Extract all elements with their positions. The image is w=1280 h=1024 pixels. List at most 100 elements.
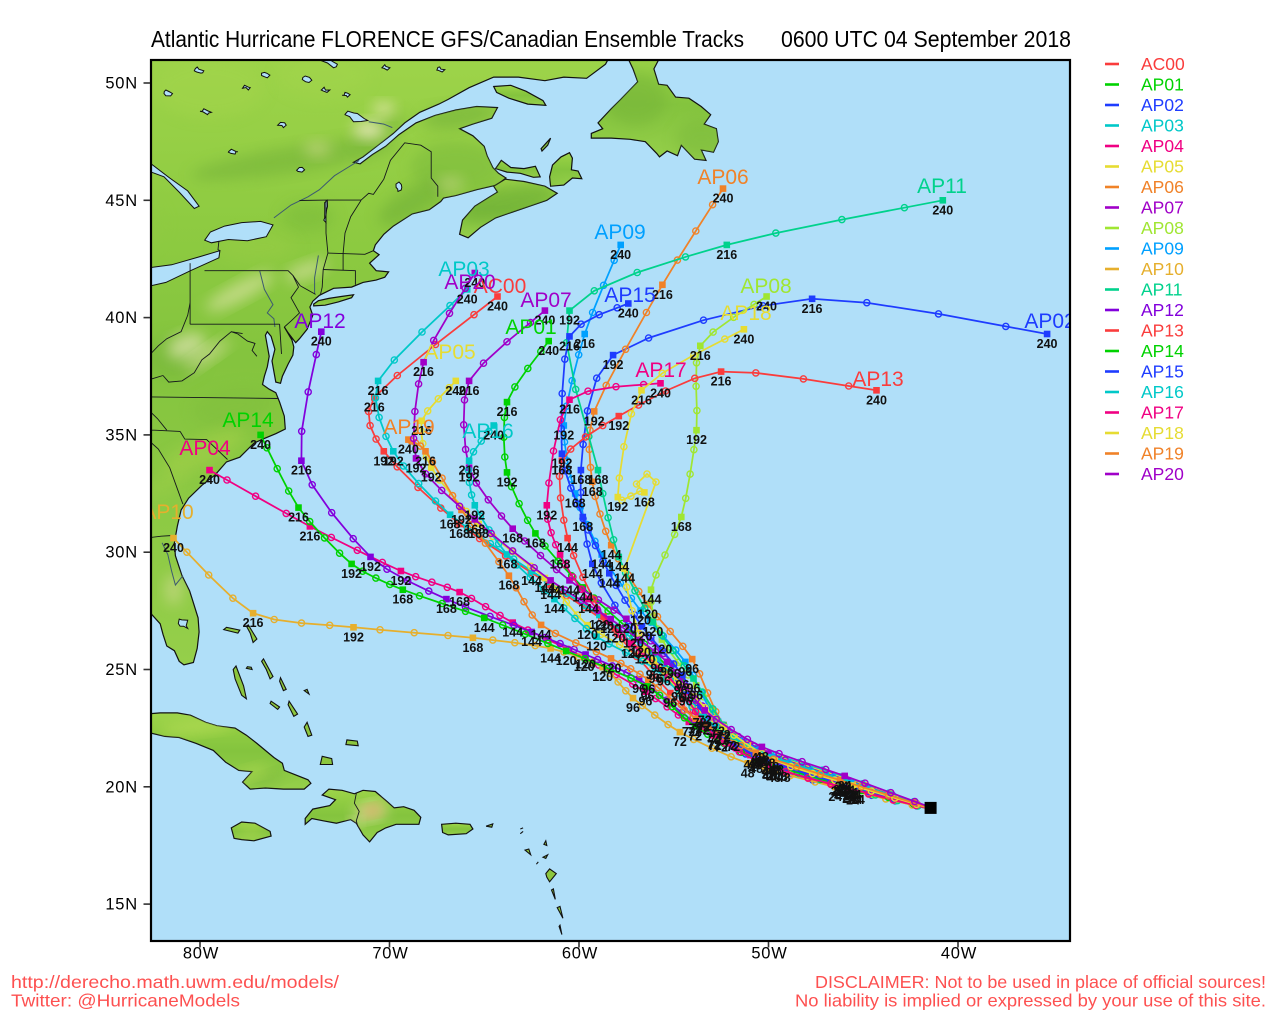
svg-text:120: 120 <box>592 670 613 684</box>
svg-text:24: 24 <box>846 794 860 808</box>
svg-text:AP16: AP16 <box>1141 382 1184 402</box>
svg-text:120: 120 <box>605 631 626 645</box>
svg-text:AP14: AP14 <box>222 409 274 432</box>
svg-text:72: 72 <box>726 740 740 754</box>
svg-text:72: 72 <box>688 729 702 743</box>
svg-text:120: 120 <box>630 614 651 628</box>
svg-text:AP02: AP02 <box>1141 95 1184 115</box>
svg-text:48: 48 <box>774 770 788 784</box>
svg-text:AP15: AP15 <box>1141 362 1184 382</box>
svg-text:48: 48 <box>749 762 763 776</box>
svg-text:72: 72 <box>673 735 687 749</box>
svg-text:AP08: AP08 <box>740 275 791 298</box>
svg-text:72: 72 <box>696 720 710 734</box>
svg-text:192: 192 <box>536 508 557 522</box>
svg-text:48: 48 <box>749 756 763 770</box>
svg-text:216: 216 <box>299 529 320 543</box>
svg-text:240: 240 <box>932 203 953 217</box>
svg-text:AP07: AP07 <box>1141 198 1184 218</box>
svg-text:144: 144 <box>582 567 603 581</box>
svg-text:50W: 50W <box>751 945 787 963</box>
svg-text:48: 48 <box>744 758 758 772</box>
svg-text:192: 192 <box>551 457 572 471</box>
svg-text:72: 72 <box>693 716 707 730</box>
svg-text:144: 144 <box>540 583 561 597</box>
svg-text:AP01: AP01 <box>505 316 556 339</box>
svg-text:120: 120 <box>623 637 644 651</box>
svg-text:96: 96 <box>660 665 674 679</box>
svg-text:72: 72 <box>689 722 703 736</box>
svg-text:144: 144 <box>608 560 629 574</box>
svg-text:AP06: AP06 <box>1141 177 1184 197</box>
svg-text:168: 168 <box>525 536 546 550</box>
svg-text:216: 216 <box>711 375 732 389</box>
svg-text:120: 120 <box>593 620 614 634</box>
svg-text:72: 72 <box>705 720 719 734</box>
svg-text:AC00: AC00 <box>474 275 527 298</box>
svg-text:120: 120 <box>600 622 621 636</box>
svg-text:AP11: AP11 <box>917 175 967 198</box>
svg-text:72: 72 <box>709 734 723 748</box>
svg-text:24: 24 <box>838 779 852 793</box>
svg-text:192: 192 <box>421 471 442 485</box>
svg-text:AP16: AP16 <box>462 420 513 443</box>
svg-text:AP14: AP14 <box>1141 341 1184 361</box>
svg-text:168: 168 <box>588 473 609 487</box>
svg-text:AP03: AP03 <box>438 258 489 281</box>
svg-text:192: 192 <box>343 630 364 644</box>
svg-text:168: 168 <box>462 641 483 655</box>
svg-text:240: 240 <box>199 473 220 487</box>
svg-text:216: 216 <box>243 616 264 630</box>
svg-text:144: 144 <box>591 558 612 572</box>
svg-text:168: 168 <box>551 464 572 478</box>
svg-text:240: 240 <box>650 386 671 400</box>
svg-text:40W: 40W <box>941 945 977 963</box>
svg-text:240: 240 <box>618 307 639 321</box>
svg-text:AP12: AP12 <box>294 310 345 333</box>
svg-text:72: 72 <box>682 725 696 739</box>
svg-text:168: 168 <box>582 485 603 499</box>
svg-text:48: 48 <box>762 769 776 783</box>
svg-text:120: 120 <box>601 661 622 675</box>
svg-text:216: 216 <box>288 511 309 525</box>
svg-text:240: 240 <box>445 384 466 398</box>
svg-text:AC00: AC00 <box>1141 54 1185 74</box>
svg-text:216: 216 <box>802 302 823 316</box>
svg-text:96: 96 <box>663 696 677 710</box>
svg-text:168: 168 <box>464 522 485 536</box>
svg-text:48: 48 <box>748 759 762 773</box>
svg-text:216: 216 <box>411 424 432 438</box>
svg-text:216: 216 <box>459 384 480 398</box>
svg-text:192: 192 <box>360 560 381 574</box>
svg-text:35N: 35N <box>105 426 138 444</box>
svg-text:168: 168 <box>497 558 518 572</box>
svg-text:96: 96 <box>678 665 692 679</box>
svg-text:144: 144 <box>531 628 552 642</box>
svg-text:216: 216 <box>652 288 673 302</box>
svg-text:48: 48 <box>777 771 791 785</box>
svg-text:240: 240 <box>713 192 734 206</box>
svg-text:48: 48 <box>751 751 765 765</box>
svg-text:30N: 30N <box>105 544 138 562</box>
svg-text:168: 168 <box>449 595 470 609</box>
svg-text:48: 48 <box>756 754 770 768</box>
svg-text:80W: 80W <box>183 945 219 963</box>
svg-text:96: 96 <box>646 668 660 682</box>
svg-text:240: 240 <box>457 292 478 306</box>
svg-text:24: 24 <box>842 792 856 806</box>
svg-text:72: 72 <box>723 739 737 753</box>
svg-text:48: 48 <box>762 765 776 779</box>
svg-text:24: 24 <box>849 793 863 807</box>
svg-text:144: 144 <box>559 583 580 597</box>
svg-text:AP19: AP19 <box>383 416 434 439</box>
svg-text:168: 168 <box>565 497 586 511</box>
svg-text:240: 240 <box>250 438 271 452</box>
svg-text:48: 48 <box>765 760 779 774</box>
svg-text:192: 192 <box>607 500 628 514</box>
svg-text:120: 120 <box>630 646 651 660</box>
svg-text:48: 48 <box>754 757 768 771</box>
svg-text:192: 192 <box>686 433 707 447</box>
svg-text:216: 216 <box>631 393 652 407</box>
svg-text:72: 72 <box>698 713 712 727</box>
svg-text:72: 72 <box>717 730 731 744</box>
